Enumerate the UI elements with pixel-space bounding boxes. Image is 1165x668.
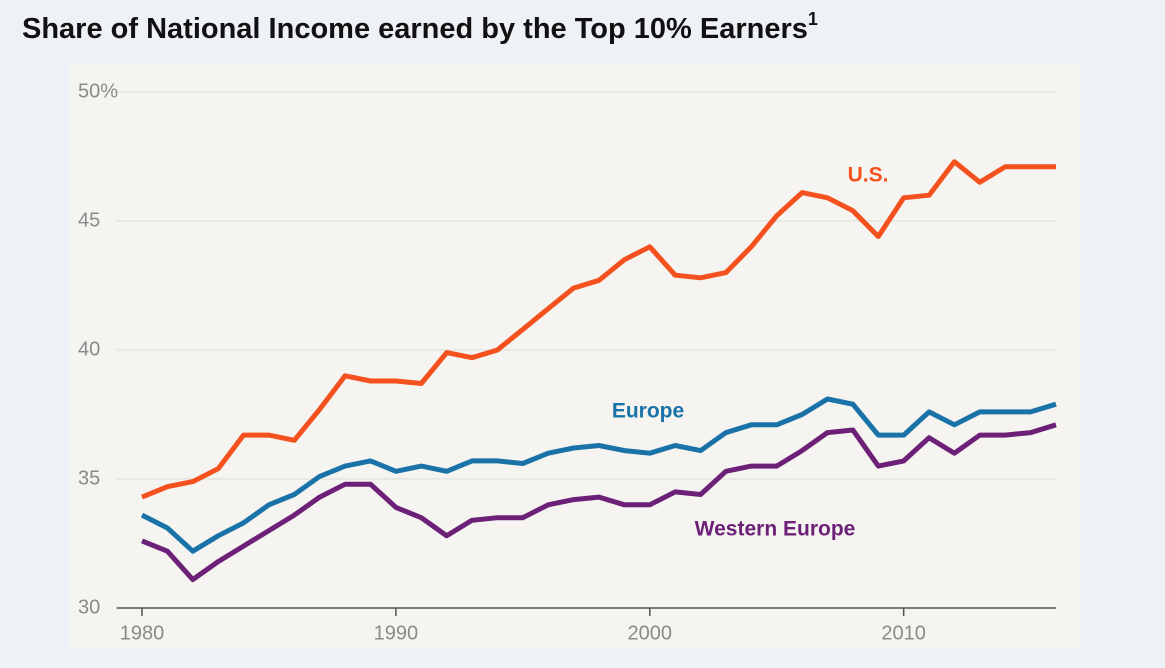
series-line — [141, 422, 1057, 583]
y-tick-label: 40 — [78, 338, 100, 360]
x-tick-label: 1980 — [120, 622, 165, 644]
y-tick-label: 30 — [78, 596, 100, 618]
chart-title-text: Share of National Income earned by the T… — [22, 13, 808, 45]
series-line — [141, 159, 1056, 500]
series-line — [140, 396, 1057, 554]
x-tick-label: 2010 — [881, 622, 926, 644]
x-tick-label: 1990 — [374, 622, 419, 644]
series-label: Western Europe — [695, 518, 856, 541]
y-tick-label: 35 — [78, 467, 100, 489]
series-label: U.S. — [848, 164, 889, 187]
y-tick-label: 45 — [78, 209, 100, 231]
x-tick-label: 2000 — [628, 622, 673, 644]
chart-title: Share of National Income earned by the T… — [22, 9, 818, 45]
title-footnote-marker: 1 — [808, 9, 818, 29]
series-label: Europe — [612, 400, 684, 423]
y-tick-label: 50% — [78, 80, 118, 102]
